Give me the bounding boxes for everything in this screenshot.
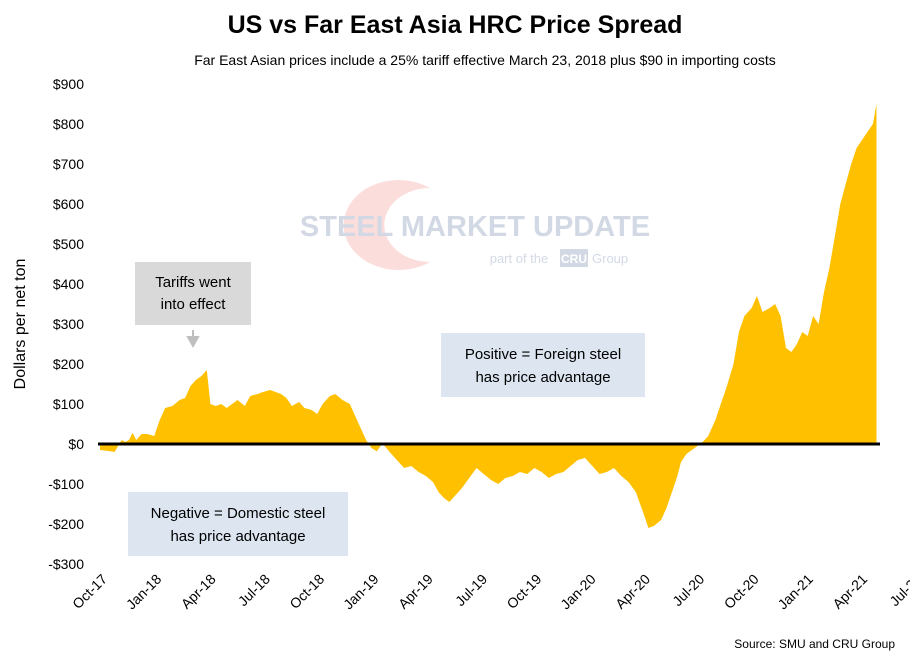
y-tick-label: $300	[53, 316, 84, 332]
negative-note: Negative = Domestic steel has price adva…	[128, 492, 348, 556]
y-tick-label: $200	[53, 356, 84, 372]
source-note: Source: SMU and CRU Group	[734, 637, 895, 651]
x-tick-label: Apr-21	[829, 571, 870, 612]
y-tick-label: $100	[53, 396, 84, 412]
y-tick-label: -$300	[48, 556, 84, 572]
watermark-sub-text: part of the	[490, 251, 549, 266]
y-axis-ticks: -$300 -$200 -$100 $0 $100 $200 $300 $400 $500 $60…	[48, 76, 84, 572]
positive-note-line1: Positive = Foreign steel	[465, 346, 621, 363]
x-tick-label: Jul-19	[452, 571, 490, 609]
x-tick-label: Oct-18	[286, 571, 327, 612]
x-tick-label: Jul-21	[886, 571, 910, 609]
x-tick-label: Jan-21	[774, 571, 816, 613]
x-tick-label: Jul-20	[669, 571, 707, 609]
x-tick-label: Apr-19	[395, 571, 436, 612]
x-tick-label: Oct-20	[721, 571, 762, 612]
positive-note-line2: has price advantage	[475, 369, 610, 386]
x-axis-ticks: Oct-17 Jan-18 Apr-18 Jul-18 Oct-18 Jan-19 Apr-…	[69, 571, 910, 613]
watermark-logo: STEEL MARKET UPDATE part of the CRU Grou…	[300, 180, 650, 270]
y-tick-label: $400	[53, 276, 84, 292]
spread-area-layer	[100, 104, 877, 528]
positive-note-box	[441, 333, 645, 397]
negative-note-box	[128, 492, 348, 556]
y-tick-label: $500	[53, 236, 84, 252]
x-tick-label: Jan-19	[340, 571, 382, 613]
y-tick-label: $600	[53, 196, 84, 212]
y-tick-label: -$200	[48, 516, 84, 532]
spread-area	[100, 104, 877, 528]
chart-title: US vs Far East Asia HRC Price Spread	[228, 11, 683, 39]
y-tick-label: -$100	[48, 476, 84, 492]
tariff-annotation: Tariffs went into effect	[135, 262, 251, 349]
watermark-main-text: STEEL MARKET UPDATE	[300, 211, 650, 243]
negative-note-line1: Negative = Domestic steel	[151, 505, 326, 522]
watermark-swoosh-icon	[343, 180, 430, 270]
x-tick-label: Oct-19	[503, 571, 544, 612]
y-tick-label: $800	[53, 116, 84, 132]
negative-note-line2: has price advantage	[170, 528, 305, 545]
watermark-tail-text: Group	[592, 251, 628, 266]
down-arrow-icon	[186, 330, 200, 349]
watermark-brand-text: CRU	[561, 252, 587, 266]
chart-subtitle: Far East Asian prices include a 25% tari…	[194, 52, 776, 68]
tariff-annotation-box	[135, 262, 251, 325]
y-axis-label: Dollars per net ton	[12, 259, 29, 390]
tariff-annotation-line2: into effect	[161, 296, 227, 313]
positive-note: Positive = Foreign steel has price advan…	[441, 333, 645, 397]
x-tick-label: Jul-18	[235, 571, 273, 609]
x-tick-label: Jan-20	[557, 571, 599, 613]
y-tick-label: $0	[68, 436, 84, 452]
watermark-brand-badge	[560, 249, 588, 267]
y-tick-label: $900	[53, 76, 84, 92]
x-tick-label: Oct-17	[69, 571, 110, 612]
tariff-annotation-line1: Tariffs went	[155, 274, 231, 291]
x-tick-label: Jan-18	[123, 571, 165, 613]
x-tick-label: Apr-20	[612, 571, 653, 612]
x-tick-label: Apr-18	[178, 571, 219, 612]
y-tick-label: $700	[53, 156, 84, 172]
